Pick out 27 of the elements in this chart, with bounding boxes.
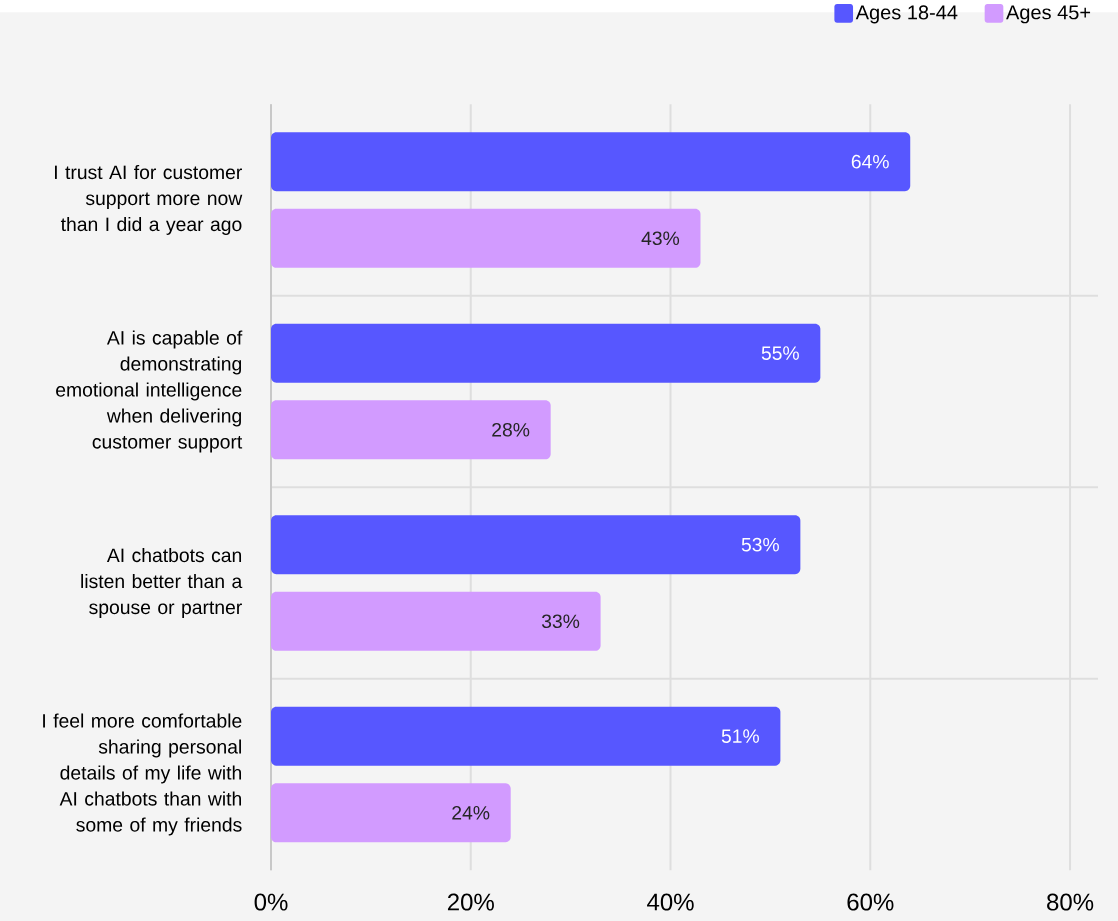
x-tick-label: 20% [447,893,494,911]
y-tick-label: AI is capable of demonstrating emotional intelligence when delivering customer support [56,330,243,453]
bar [271,400,551,460]
legend-label: Ages 18-44 [855,5,958,24]
bar [271,783,511,843]
x-tick-label: 80% [1047,893,1094,911]
bar [271,591,601,651]
bar [271,515,801,575]
bar [271,323,821,383]
x-tick-label: 60% [847,893,894,911]
data-label: 43% [641,231,680,246]
y-tick-label: AI chatbots can listen better than a spouse or partner [81,547,243,618]
bar [271,706,781,766]
legend-label: Ages 45+ [1006,5,1091,24]
data-label: 64% [851,154,889,169]
data-label: 53% [741,537,779,552]
y-tick-label: I feel more comfortable sharing personal details of my life with AI chatbots than with some of my friends [43,713,242,836]
x-tick-label: 0% [254,893,288,911]
bar [271,132,911,192]
x-tick-label: 40% [647,893,694,911]
data-label: 24% [452,805,490,820]
y-tick-label: I trust AI for customer support more now than I did a year ago [54,164,243,235]
data-label: 51% [721,729,759,743]
data-label: 55% [761,346,799,360]
bar [271,208,701,268]
data-label: 28% [492,422,530,437]
data-label: 33% [541,614,580,629]
